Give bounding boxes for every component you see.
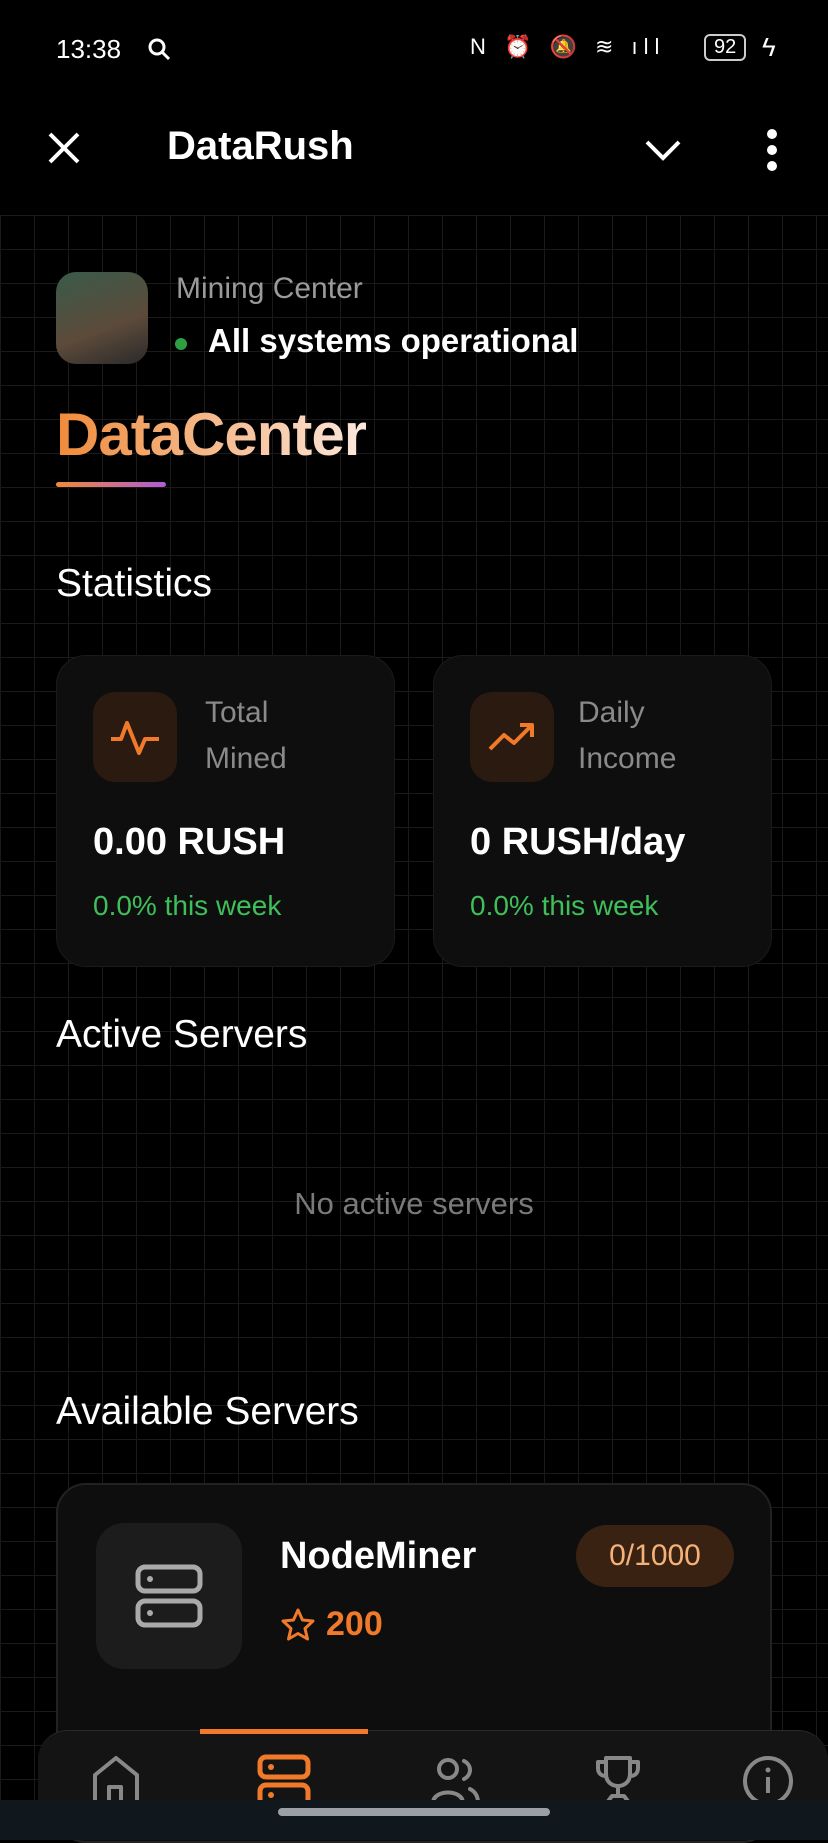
home-indicator[interactable] (278, 1808, 550, 1816)
trending-up-icon (470, 692, 554, 782)
avatar[interactable] (56, 272, 148, 364)
system-status: All systems operational (208, 322, 579, 359)
status-icons: N ⏰ 🔕 ≋ ıll (470, 34, 666, 59)
gesture-area (0, 1800, 828, 1840)
chevron-down-icon[interactable] (644, 138, 682, 162)
star-icon (281, 1608, 315, 1641)
empty-state: No active servers (294, 1186, 534, 1221)
statistics-heading: Statistics (56, 562, 213, 605)
charging-icon: ϟ (762, 32, 776, 62)
stat-card-daily-income: Daily Income 0 RUSH/day 0.0% this week (433, 655, 772, 967)
server-icon (96, 1523, 242, 1669)
available-servers-heading: Available Servers (56, 1390, 359, 1433)
server-name: NodeMiner (280, 1535, 477, 1577)
title-underline (56, 482, 166, 487)
stat-value: 0 RUSH/day (470, 821, 686, 863)
stat-card-total-mined: Total Mined 0.00 RUSH 0.0% this week (56, 655, 395, 967)
close-icon[interactable] (46, 130, 82, 166)
stat-label: Daily (578, 696, 645, 729)
status-time: 13:38 (56, 34, 122, 64)
active-servers-heading: Active Servers (56, 1013, 308, 1056)
capacity-badge: 0/1000 (576, 1525, 734, 1587)
active-tab-indicator (200, 1729, 368, 1734)
stat-change: 0.0% this week (470, 890, 659, 921)
trophy-icon (596, 1756, 640, 1806)
more-options-icon[interactable] (762, 128, 782, 172)
battery-indicator: 92 (704, 34, 747, 61)
stat-value: 0.00 RUSH (93, 821, 286, 863)
stat-label: Total (205, 696, 269, 729)
activity-icon (93, 692, 177, 782)
status-bar: 13:38 N ⏰ 🔕 ≋ ıll 92 ϟ (0, 30, 828, 70)
page-title: DataCenter (56, 401, 367, 468)
server-price: 200 (326, 1605, 383, 1643)
status-dot (175, 338, 187, 350)
stat-change: 0.0% this week (93, 890, 282, 921)
nav-leaderboard[interactable] (588, 1751, 648, 1811)
stat-label: Mined (205, 742, 287, 775)
profile-subtitle: Mining Center (176, 272, 363, 305)
search-icon (148, 38, 171, 61)
app-title: DataRush (167, 124, 354, 168)
stat-label: Income (578, 742, 677, 775)
